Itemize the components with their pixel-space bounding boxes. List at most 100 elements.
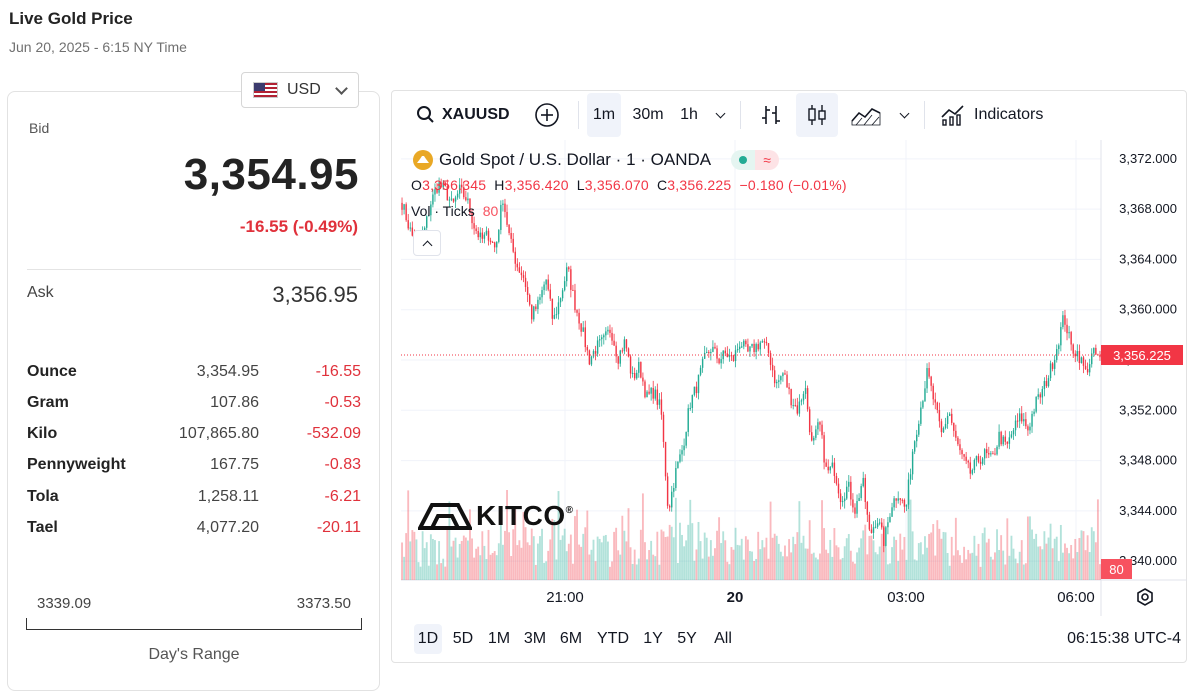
volume-bar — [600, 542, 603, 580]
volume-bar — [695, 549, 698, 580]
candle-body — [699, 367, 702, 375]
candle-body — [493, 242, 496, 248]
volume-bar — [718, 517, 721, 580]
interval-1h[interactable]: 1h — [680, 106, 698, 123]
volume-bar — [448, 501, 451, 580]
chart-legend-title[interactable]: Gold Spot / U.S. Dollar · 1 · OANDA ≈ — [413, 150, 780, 170]
volume-bar — [1049, 523, 1052, 580]
candle-body — [843, 498, 846, 502]
range-5d[interactable]: 5D — [452, 630, 474, 647]
range-all[interactable]: All — [714, 630, 732, 647]
candle-body — [436, 189, 438, 193]
volume-bar — [771, 537, 774, 580]
volume-bar — [847, 534, 850, 580]
candle-body — [685, 431, 687, 446]
volume-bar — [487, 529, 490, 580]
range-1m[interactable]: 1M — [487, 630, 511, 647]
candle-body — [730, 355, 733, 357]
volume-bar — [654, 556, 657, 580]
volume-bar — [1043, 531, 1046, 580]
interval-30m[interactable]: 30m — [632, 106, 664, 123]
volume-bar — [637, 558, 640, 580]
volume-bar — [526, 542, 529, 580]
volume-bar — [625, 541, 628, 580]
candle-body — [547, 279, 549, 290]
volume-bar — [1014, 558, 1017, 580]
volume-bar — [685, 540, 688, 580]
currency-select[interactable]: USD — [241, 72, 359, 108]
range-6m[interactable]: 6M — [559, 630, 583, 647]
range-5y[interactable]: 5Y — [677, 630, 697, 647]
price-tick-label: 3,364.000 — [1119, 251, 1177, 266]
candle-body — [839, 493, 842, 503]
indicators-button[interactable]: Indicators — [940, 93, 1060, 137]
candle-body — [946, 415, 949, 424]
volume-bar — [483, 545, 486, 580]
range-1d[interactable]: 1D — [414, 624, 442, 654]
interval-dropdown[interactable] — [710, 93, 730, 137]
volume-bar — [592, 539, 595, 580]
volume-bar — [884, 547, 887, 580]
candle-body — [592, 351, 595, 357]
chart-toolbar: XAUUSD 1m 30m 1h Indicators — [400, 93, 1187, 137]
collapse-legend-button[interactable] — [413, 230, 441, 256]
candle-body — [619, 350, 621, 364]
candle-body — [1076, 351, 1079, 357]
legend-ohlc: O3,356.345 H3,356.420 L3,356.070 C3,356.… — [411, 177, 847, 193]
volume-bar — [849, 550, 852, 580]
candle-body — [407, 220, 409, 229]
candle-body — [471, 213, 473, 224]
candle-body — [743, 340, 745, 347]
area-style-button[interactable] — [848, 93, 884, 137]
chart-style-dropdown[interactable] — [894, 93, 914, 137]
range-1y[interactable]: 1Y — [643, 630, 663, 647]
candle-body — [773, 370, 776, 384]
volume-bar — [810, 553, 813, 580]
volume-bar — [926, 547, 928, 580]
candle-body — [646, 391, 648, 398]
volume-bar — [460, 540, 463, 580]
candle-body — [876, 523, 879, 527]
candle-body — [759, 342, 761, 350]
candle-body — [566, 267, 568, 282]
volume-bar — [806, 548, 809, 580]
range-ytd[interactable]: YTD — [597, 630, 629, 647]
volume-bar — [1037, 546, 1040, 580]
volume-bar — [471, 538, 473, 580]
interval-1m[interactable]: 1m — [587, 93, 621, 137]
chart-settings-button[interactable] — [1135, 587, 1155, 612]
candle-body — [850, 481, 852, 500]
volume-bar — [905, 559, 908, 580]
volume-bar — [405, 533, 408, 580]
candle-body — [825, 462, 827, 467]
low-value: 3,356.070 — [584, 177, 649, 193]
price-chart[interactable]: 3,372.000 3,368.000 3,364.000 3,360.000 3,35… — [401, 140, 1187, 616]
volume-bar — [880, 533, 883, 580]
volume-bar — [1051, 548, 1054, 580]
candles-style-button[interactable] — [796, 93, 838, 137]
chart-clock[interactable]: 06:15:38 UTC-4 — [1067, 630, 1181, 647]
range-3m[interactable]: 3M — [523, 630, 547, 647]
volume-bar — [491, 553, 494, 580]
market-status[interactable]: ≈ — [731, 150, 780, 170]
volume-bar — [1012, 548, 1015, 580]
open-dot-icon — [731, 150, 756, 170]
volume-bar — [1096, 499, 1099, 580]
candle-body — [1008, 437, 1011, 444]
volume-bar — [794, 544, 797, 580]
volume-bar — [796, 532, 799, 580]
candle-body — [1027, 426, 1029, 431]
bar-style-button[interactable] — [756, 93, 786, 137]
unit-row-kilo: Kilo 107,865.80 -532.09 — [27, 425, 361, 451]
volume-bar — [567, 543, 570, 580]
candle-body — [504, 203, 506, 212]
candle-body — [883, 527, 885, 546]
volume-bar — [415, 539, 418, 580]
symbol-search[interactable]: XAUUSD — [406, 93, 516, 137]
volume-bar — [450, 546, 453, 580]
volume-bar — [934, 555, 937, 580]
compare-button[interactable] — [534, 93, 564, 137]
volume-bar — [508, 532, 511, 580]
volume-bar — [919, 542, 922, 580]
volume-bar — [994, 552, 996, 580]
